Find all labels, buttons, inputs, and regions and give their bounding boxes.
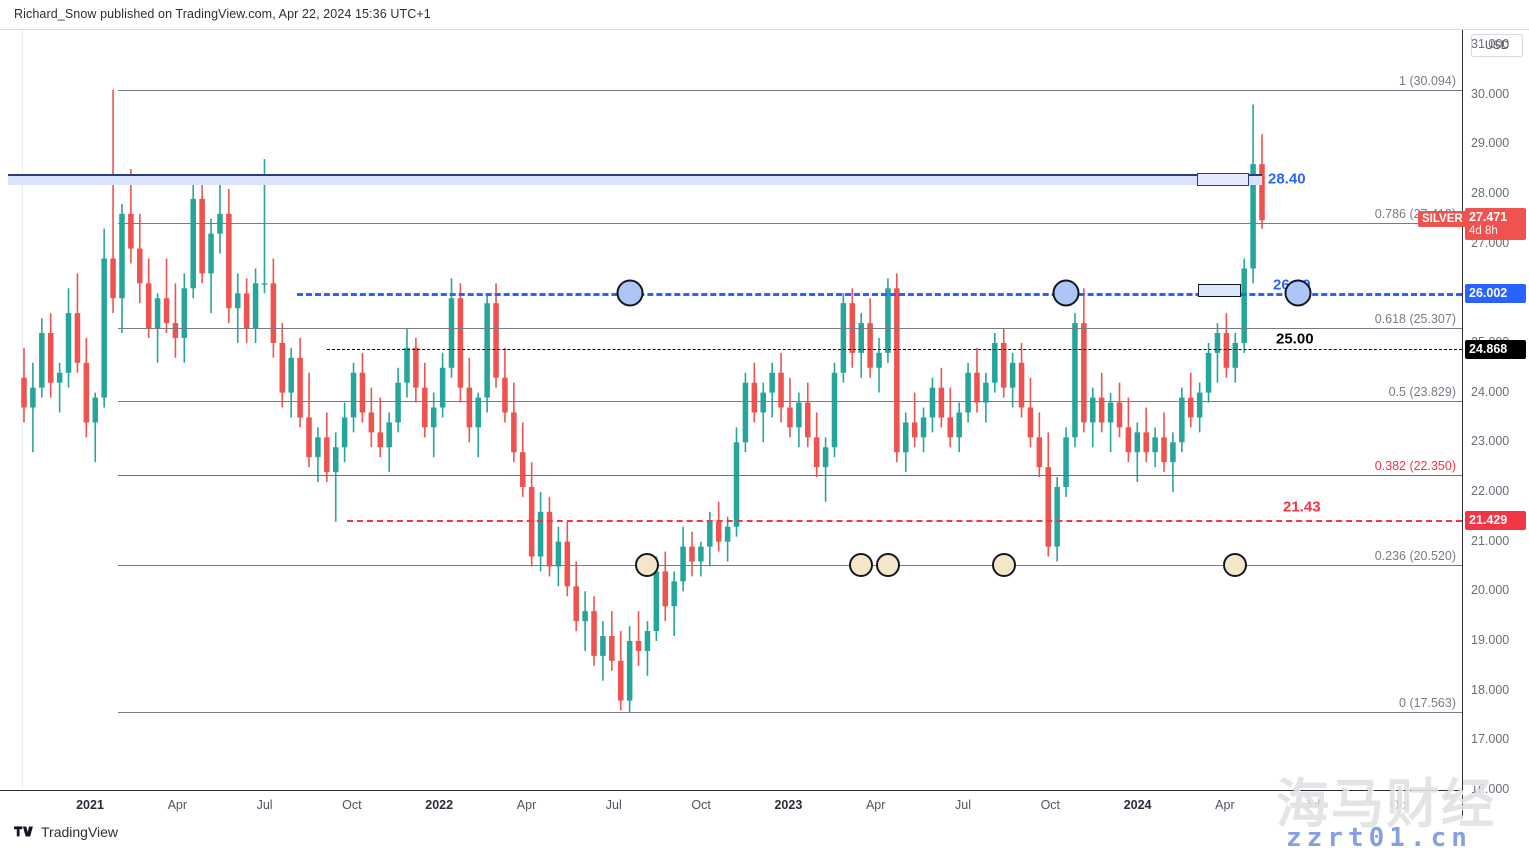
marker-resistance-test-2[interactable] [1052, 279, 1080, 307]
price-tick-19-000: 19.000 [1471, 632, 1510, 647]
chart-frame: 1 (30.094) 0.786 (27.412) 0.618 (25.307) 0.… [0, 29, 1529, 820]
last-price-tag-value: 27.471 [1469, 210, 1508, 225]
annotation-label-2500: 25.00 [1276, 330, 1314, 348]
price-tick-29-000: 29.000 [1471, 136, 1510, 151]
price-tick-23-000: 23.000 [1471, 434, 1510, 449]
time-tick-oct-3: Oct [342, 798, 362, 812]
time-tick-jul-6: Jul [605, 798, 622, 812]
chart-footer: TradingView [0, 819, 1529, 857]
price-tick-24-000: 24.000 [1471, 384, 1510, 399]
marker-resistance-test-1[interactable] [616, 279, 644, 307]
plot-left-border [22, 30, 23, 790]
tradingview-glyph-icon [14, 826, 33, 837]
fib-line-1 [118, 89, 1462, 91]
watermark-url: zzrt01.cn [1286, 823, 1472, 853]
annotation-label-2840: 28.40 [1268, 170, 1306, 188]
fib-line-0-618 [118, 327, 1462, 329]
fib-line-0-382 [118, 474, 1462, 476]
price-axis[interactable]: USD 31.00030.00029.00028.00027.00026.000… [1462, 30, 1529, 820]
time-tick-jul-2: Jul [256, 798, 273, 812]
marker-support-test-5[interactable] [1223, 553, 1248, 578]
level-tag-21-value: 21.429 [1469, 513, 1508, 528]
fib-line-0-5 [118, 401, 1462, 403]
level-tag-21: 21.429 [1465, 511, 1526, 530]
level-line-2500 [327, 349, 1462, 351]
resistance-line-2840 [8, 174, 1262, 177]
time-tick-oct-11: Oct [1040, 798, 1061, 812]
marker-resistance-test-3[interactable] [1284, 279, 1312, 307]
currency-button[interactable]: USD [1471, 34, 1523, 57]
chart-plot-area[interactable]: 1 (30.094) 0.786 (27.412) 0.618 (25.307) 0.… [0, 30, 1462, 790]
fib-label-1: 1 (30.094) [1399, 73, 1456, 88]
price-tick-18-000: 18.000 [1471, 682, 1510, 697]
price-tick-20-000: 20.000 [1471, 583, 1510, 598]
price-tick-21-000: 21.000 [1471, 533, 1510, 548]
fib-label-0-236: 0.236 (20.520) [1374, 549, 1456, 564]
fib-label-0-5: 0.5 (23.829) [1388, 385, 1456, 400]
price-tick-30-000: 30.000 [1471, 86, 1510, 101]
fib-label-0: 0 (17.563) [1399, 696, 1456, 711]
last-price-tag: 27.471 4d 8h [1465, 208, 1526, 240]
fib-line-0-786 [118, 223, 1462, 225]
time-axis[interactable]: 2021 Apr Jul Oct 2022 Apr Jul Oct 2023 Apr Jul Oct 2… [0, 790, 1462, 820]
time-tick-jul-14: Jul [1304, 798, 1321, 812]
fib-line-0 [118, 712, 1462, 714]
level-tag-24-value: 24.868 [1469, 342, 1508, 357]
resistance-zone-2840 [8, 174, 1262, 186]
level-line-2610 [297, 293, 1462, 297]
symbol-tag: SILVER [1418, 211, 1467, 228]
annotation-label-2143: 21.43 [1283, 498, 1321, 516]
zone-handle-2610[interactable] [1198, 284, 1241, 298]
tradingview-wordmark: TradingView [41, 824, 119, 840]
time-tick-2022-4: 2022 [425, 798, 454, 812]
time-tick-2023-8: 2023 [774, 798, 803, 812]
time-tick-apr-5: Apr [516, 798, 537, 812]
level-tag-24: 24.868 [1465, 340, 1526, 359]
level-tag-26: 26.002 [1465, 284, 1526, 303]
fib-label-0-618: 0.618 (25.307) [1374, 311, 1456, 326]
time-tick-apr-1: Apr [167, 798, 188, 812]
last-price-tag-countdown: 4d 8h [1469, 224, 1498, 237]
time-tick-oct-15: Oct [1389, 798, 1410, 812]
price-tick-28-000: 28.000 [1471, 185, 1510, 200]
publisher-attribution: Richard_Snow published on TradingView.co… [14, 7, 431, 21]
marker-support-test-1[interactable] [635, 553, 660, 578]
zone-handle-2840[interactable] [1197, 173, 1249, 187]
watermark-chinese: 海马财经 [1276, 774, 1496, 835]
level-tag-26-value: 26.002 [1469, 286, 1508, 301]
fib-line-0-236 [118, 565, 1462, 567]
price-tick-17-000: 17.000 [1471, 732, 1510, 747]
time-tick-apr-13: Apr [1215, 798, 1235, 812]
time-tick-apr-9: Apr [865, 798, 886, 812]
marker-support-test-2[interactable] [849, 553, 874, 578]
time-tick-oct-7: Oct [691, 798, 711, 812]
tradingview-logo[interactable]: TradingView [14, 824, 118, 840]
time-tick-2024-12: 2024 [1123, 798, 1152, 812]
marker-support-test-4[interactable] [991, 553, 1016, 578]
price-tick-22-000: 22.000 [1471, 483, 1510, 498]
price-tick-31-000: 31.000 [1471, 36, 1510, 51]
candlestick-series [21, 89, 1265, 713]
price-tick-16-000: 16.000 [1471, 782, 1510, 796]
fib-label-0-382: 0.382 (22.350) [1374, 458, 1456, 473]
time-tick-2021-0: 2021 [76, 798, 104, 812]
level-line-2143 [347, 520, 1462, 523]
marker-support-test-3[interactable] [875, 553, 900, 578]
time-tick-jul-10: Jul [955, 798, 971, 812]
